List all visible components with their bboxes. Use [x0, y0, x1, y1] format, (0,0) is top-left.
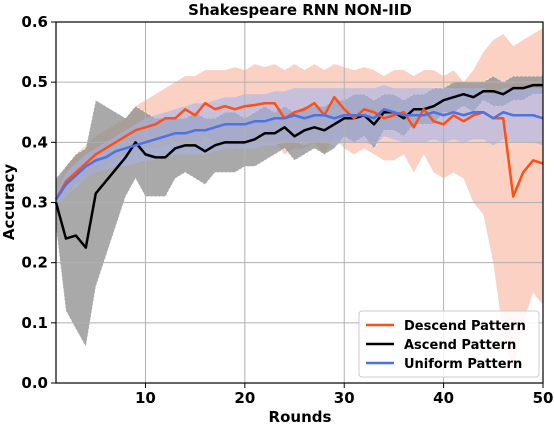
series-lines — [54, 83, 544, 249]
y-axis-label: Accuracy — [0, 164, 18, 240]
x-tick-label: 50 — [533, 389, 554, 407]
legend-label-uniform: Uniform Pattern — [404, 357, 522, 372]
y-tick-label: 0.0 — [21, 374, 48, 392]
legend-label-ascend: Ascend Pattern — [404, 338, 516, 353]
chart-title: Shakespeare RNN NON-IID — [188, 1, 412, 19]
x-axis-label: Rounds — [269, 408, 332, 426]
y-tick-label: 0.3 — [21, 194, 48, 212]
line-descend-pattern — [54, 95, 544, 201]
legend-box — [358, 310, 540, 378]
y-tick-label: 0.5 — [21, 73, 48, 91]
x-tick-label: 30 — [334, 389, 355, 407]
y-tick-label: 0.6 — [21, 13, 48, 31]
x-axis-ticks: 10 20 30 40 50 — [135, 383, 553, 407]
x-tick-label: 20 — [234, 389, 255, 407]
legend: Descend Pattern Ascend Pattern Uniform P… — [358, 310, 540, 378]
y-tick-label: 0.2 — [21, 254, 48, 272]
legend-label-descend: Descend Pattern — [404, 319, 526, 334]
y-tick-label: 0.4 — [21, 133, 48, 151]
y-axis-ticks: 0.0 0.1 0.2 0.3 0.4 0.5 0.6 — [21, 13, 56, 392]
line-uniform-pattern — [54, 107, 544, 201]
x-tick-label: 10 — [135, 389, 156, 407]
y-tick-label: 0.1 — [21, 314, 48, 332]
x-tick-label: 40 — [433, 389, 454, 407]
